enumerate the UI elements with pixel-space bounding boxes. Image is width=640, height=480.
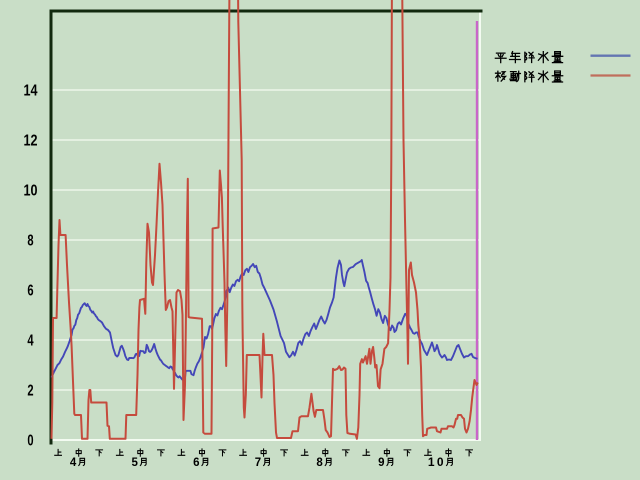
svg-text:8: 8: [316, 457, 323, 469]
svg-text:4: 4: [70, 457, 77, 469]
svg-text:6: 6: [27, 282, 33, 299]
svg-text:5: 5: [131, 457, 138, 469]
svg-text:10: 10: [24, 182, 38, 199]
svg-text:6: 6: [193, 457, 199, 469]
svg-text:14: 14: [24, 82, 38, 99]
svg-text:12: 12: [24, 132, 38, 149]
svg-text:1: 1: [428, 455, 435, 469]
svg-text:7: 7: [255, 457, 261, 469]
svg-text:9: 9: [378, 457, 384, 469]
svg-text:0: 0: [27, 432, 33, 449]
svg-text:4: 4: [27, 332, 33, 349]
svg-text:8: 8: [27, 232, 33, 249]
svg-text:0: 0: [437, 455, 444, 469]
svg-text:2: 2: [27, 382, 33, 399]
